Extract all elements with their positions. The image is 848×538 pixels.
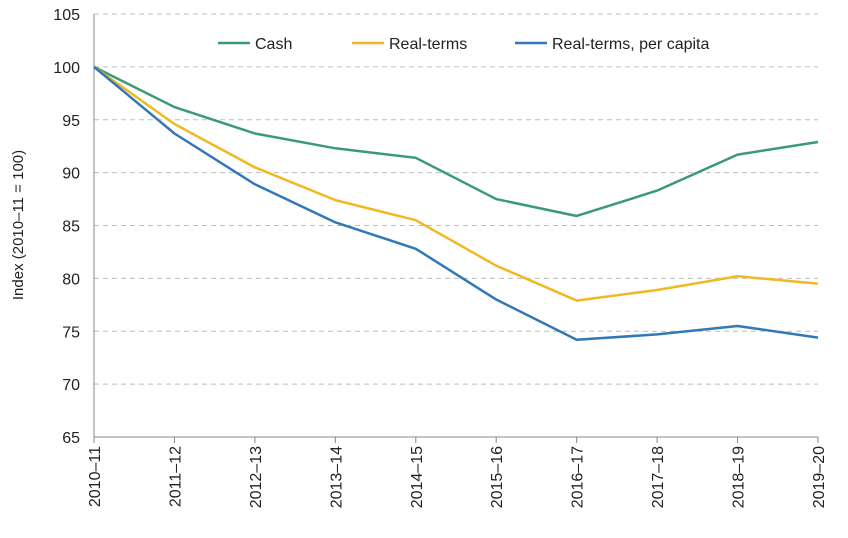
x-tick-label: 2014–15 xyxy=(409,446,426,508)
x-tick-label: 2013–14 xyxy=(328,446,345,508)
y-tick-label: 105 xyxy=(53,7,80,24)
series-line-cash xyxy=(93,65,819,218)
y-tick-label: 95 xyxy=(62,113,80,130)
x-tick-label: 2018–19 xyxy=(731,446,748,508)
series-line-real-terms xyxy=(93,65,819,302)
y-tick-label: 85 xyxy=(62,219,80,236)
y-tick-label: 70 xyxy=(62,377,80,394)
series-lines xyxy=(93,65,819,341)
x-tick-label: 2010–11 xyxy=(87,446,104,507)
y-tick-label: 100 xyxy=(53,60,80,77)
legend-label: Real-terms xyxy=(389,36,467,53)
x-tick-label: 2016–17 xyxy=(570,446,587,508)
x-tick-label: 2017–18 xyxy=(650,446,667,508)
y-axis-title: Index (2010–11 = 100) xyxy=(10,150,27,300)
x-tick-label: 2019–20 xyxy=(811,446,828,508)
y-tick-label: 80 xyxy=(62,271,80,288)
y-tick-label: 90 xyxy=(62,166,80,183)
x-tick-label: 2011–12 xyxy=(167,446,184,507)
x-tick-label: 2015–16 xyxy=(489,446,506,508)
axes xyxy=(93,14,819,443)
series-line-real-terms-per-capita xyxy=(93,65,819,341)
legend-label: Real-terms, per capita xyxy=(552,36,709,53)
x-tick-label: 2012–13 xyxy=(248,446,265,508)
legend-label: Cash xyxy=(255,36,292,53)
x-tick-labels: 2010–11 2011–12 2012–13 2013–14 2014–15 2015–… xyxy=(87,446,828,508)
y-tick-label: 65 xyxy=(62,430,80,447)
y-tick-label: 75 xyxy=(62,324,80,341)
legend: Cash Real-terms Real-terms, per capita xyxy=(218,36,709,53)
y-tick-labels: 65 70 75 80 85 90 95 100 105 xyxy=(53,7,80,447)
